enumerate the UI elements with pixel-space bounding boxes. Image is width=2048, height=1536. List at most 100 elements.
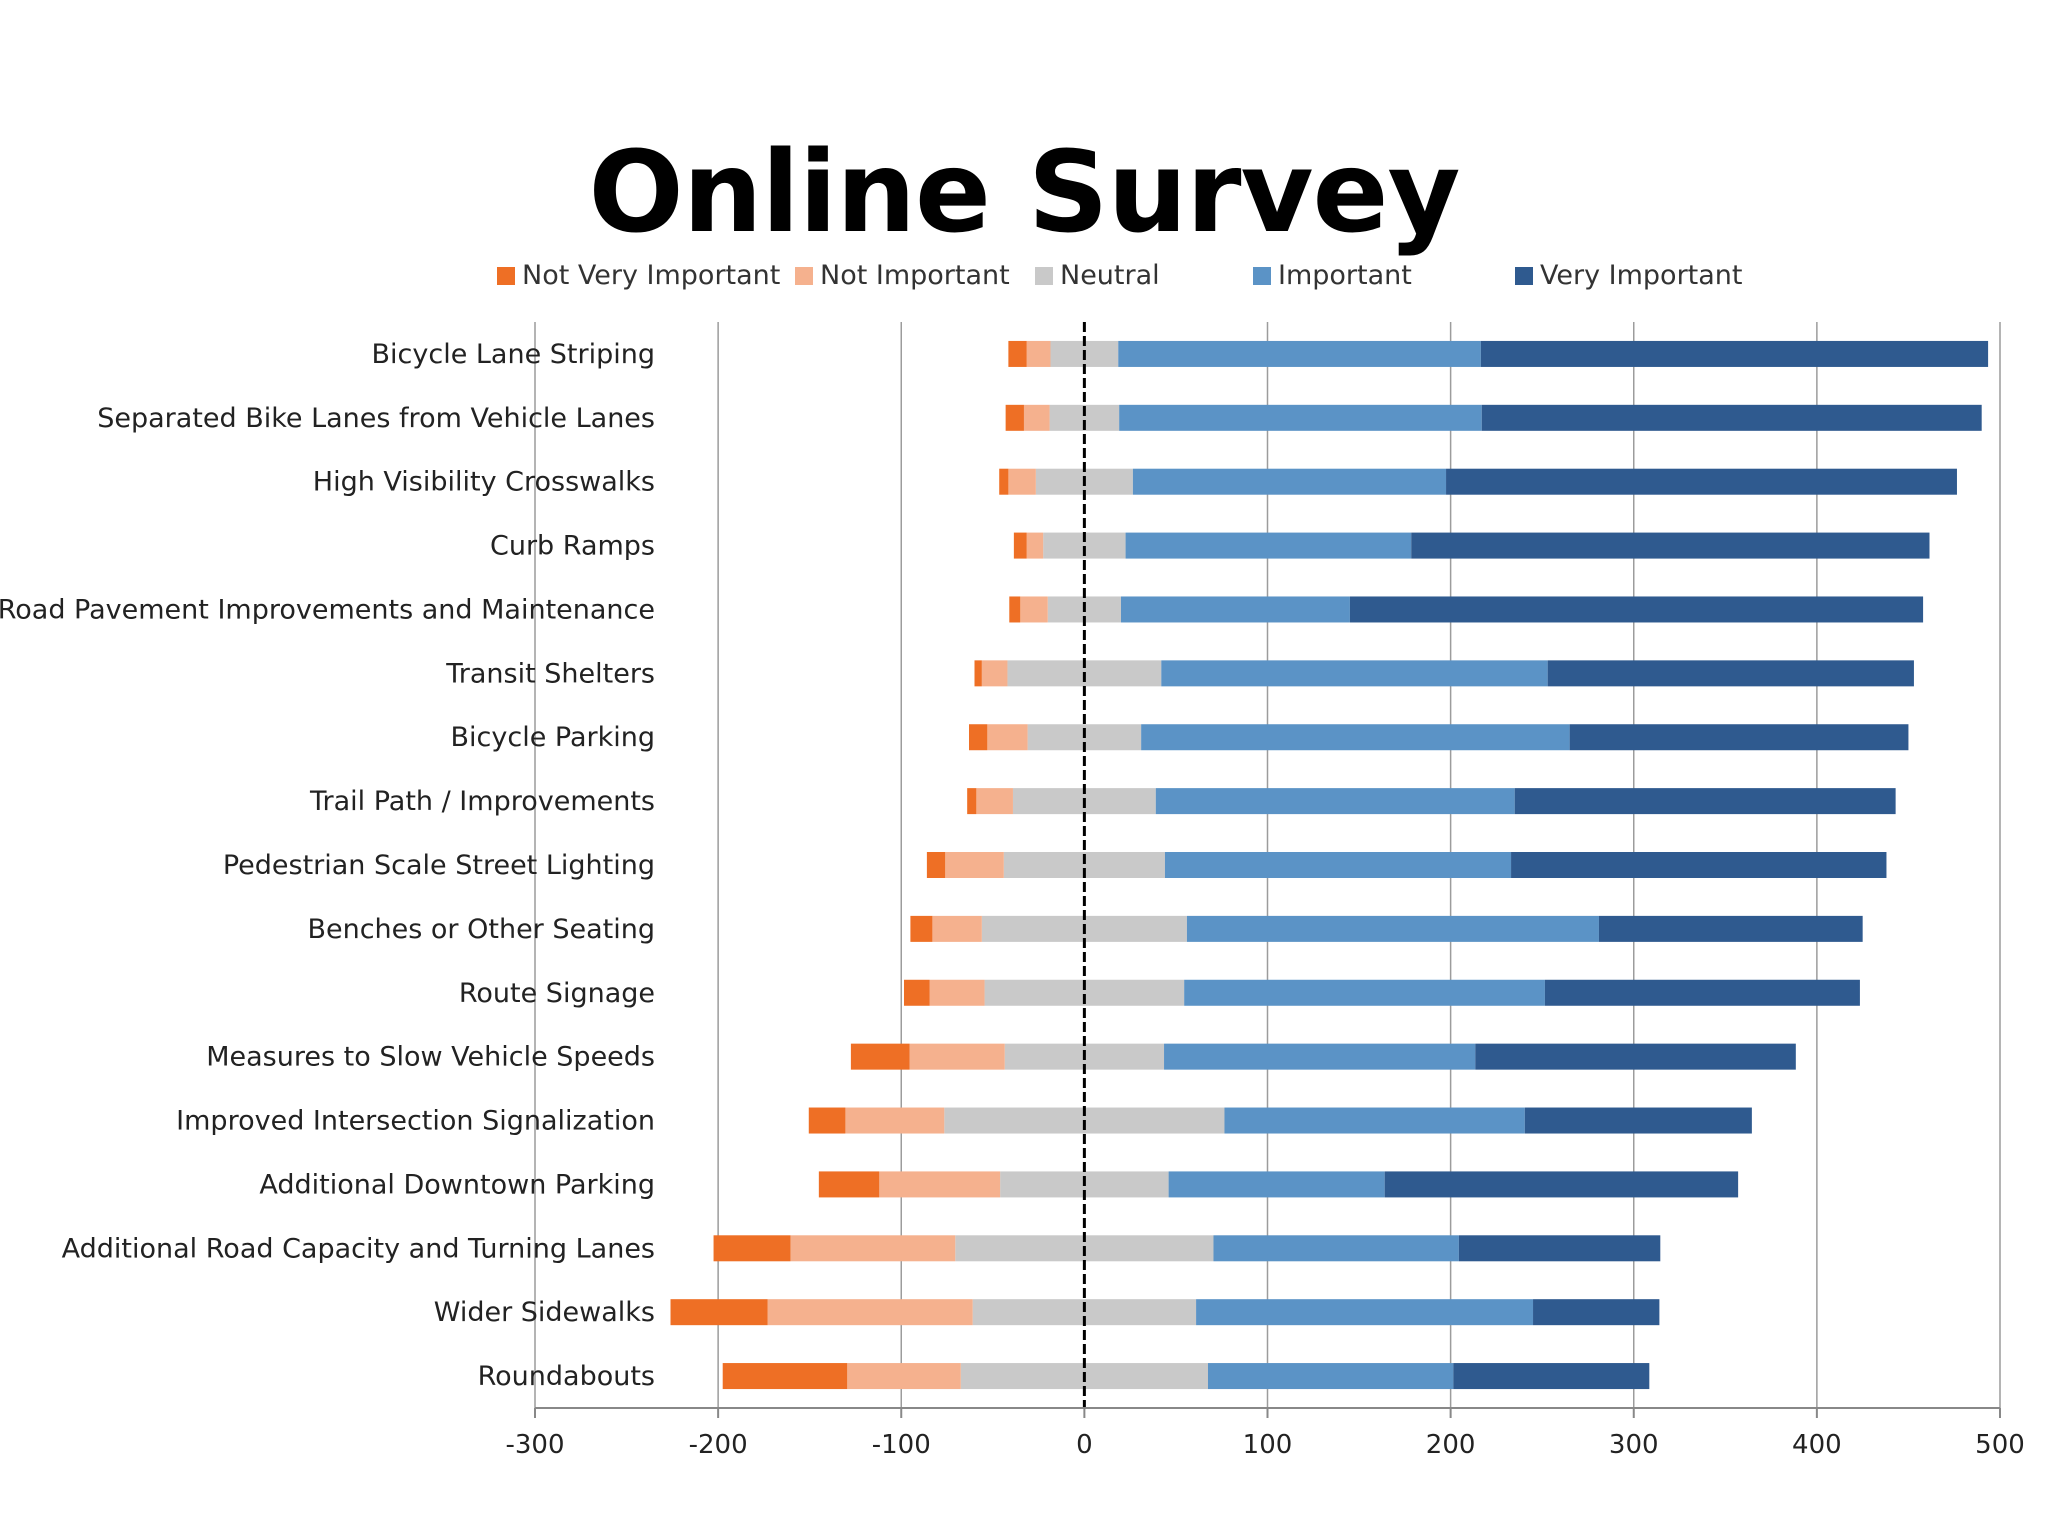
bar-not-very-important-trail-path-improvements (967, 788, 977, 815)
bar-not-very-important-transit-shelters (974, 660, 982, 687)
bar-important-benches-or-other-seating (1186, 915, 1599, 942)
bar-not-important-wider-sidewalks (767, 1299, 973, 1326)
bar-important-additional-road-capacity-and-turning-lanes (1213, 1235, 1459, 1262)
legend-swatch-neutral (1035, 267, 1053, 285)
bar-very-important-trail-path-improvements (1514, 788, 1896, 815)
category-label-curb-ramps: Curb Ramps (490, 531, 655, 562)
bar-not-important-curb-ramps (1026, 532, 1044, 559)
legend-label-neutral: Neutral (1060, 260, 1160, 291)
bar-important-pedestrian-scale-street-lighting (1164, 852, 1512, 878)
bar-not-very-important-route-signage (903, 979, 930, 1006)
bar-very-important-curb-ramps (1411, 532, 1930, 559)
bar-not-important-high-visibility-crosswalks (1008, 468, 1036, 495)
category-label-bicycle-parking: Bicycle Parking (451, 722, 656, 753)
bar-not-important-route-signage (929, 979, 985, 1006)
bar-very-important-bicycle-parking (1569, 724, 1909, 751)
bar-not-important-separated-bike-lanes-from-vehicle-lanes (1023, 404, 1050, 431)
x-tick-labels: -300 -200 -100 0 100 200 300 400 500 (505, 1430, 2024, 1460)
bar-important-transit-shelters (1161, 660, 1548, 687)
bar-not-very-important-measures-to-slow-vehicle-speeds (850, 1043, 910, 1070)
bar-important-curb-ramps (1125, 532, 1412, 559)
bar-not-very-important-additional-downtown-parking (818, 1171, 880, 1198)
bar-not-important-road-pavement-improvements-and-maintenance (1020, 596, 1048, 623)
bar-not-important-improved-intersection-signalization (845, 1107, 945, 1134)
bar-important-wider-sidewalks (1196, 1299, 1534, 1326)
legend-swatch-very-important (1515, 267, 1533, 285)
bar-not-very-important-bicycle-parking (969, 724, 988, 751)
bar-not-very-important-curb-ramps (1013, 532, 1027, 559)
x-tick-label: 0 (1076, 1430, 1093, 1460)
category-label-additional-downtown-parking: Additional Downtown Parking (259, 1169, 655, 1200)
bar-not-very-important-benches-or-other-seating (910, 915, 933, 942)
bar-not-important-roundabouts (847, 1363, 961, 1390)
legend-label-not-very-important: Not Very Important (522, 260, 780, 291)
bar-very-important-road-pavement-improvements-and-maintenance (1349, 596, 1924, 623)
bar-very-important-high-visibility-crosswalks (1446, 468, 1957, 495)
bar-important-route-signage (1184, 979, 1545, 1006)
bar-not-very-important-pedestrian-scale-street-lighting (926, 852, 946, 878)
bar-very-important-route-signage (1544, 979, 1860, 1006)
bar-important-improved-intersection-signalization (1224, 1107, 1525, 1134)
x-tick-label: -200 (689, 1430, 748, 1460)
bar-important-bicycle-parking (1141, 724, 1570, 751)
category-label-high-visibility-crosswalks: High Visibility Crosswalks (313, 467, 655, 498)
bar-important-high-visibility-crosswalks (1132, 468, 1447, 495)
legend-swatch-important (1253, 267, 1271, 285)
bar-not-very-important-additional-road-capacity-and-turning-lanes (713, 1235, 791, 1262)
category-label-road-pavement-improvements-and-maintenance: Road Pavement Improvements and Maintenan… (0, 594, 655, 625)
bar-not-important-pedestrian-scale-street-lighting (945, 852, 1004, 878)
bar-very-important-measures-to-slow-vehicle-speeds (1475, 1043, 1796, 1070)
bar-not-important-benches-or-other-seating (932, 915, 982, 942)
category-label-additional-road-capacity-and-turning-lanes: Additional Road Capacity and Turning Lan… (62, 1233, 655, 1264)
bar-not-important-bicycle-parking (987, 724, 1028, 751)
bar-important-trail-path-improvements (1155, 788, 1515, 815)
bar-important-additional-downtown-parking (1168, 1171, 1385, 1198)
bar-very-important-transit-shelters (1547, 660, 1914, 687)
bar-not-very-important-high-visibility-crosswalks (999, 468, 1009, 495)
x-tick-label: 500 (1975, 1430, 2025, 1460)
bar-important-measures-to-slow-vehicle-speeds (1164, 1043, 1476, 1070)
bar-not-important-bicycle-lane-striping (1026, 340, 1051, 367)
category-label-roundabouts: Roundabouts (478, 1361, 655, 1392)
bar-very-important-separated-bike-lanes-from-vehicle-lanes (1481, 404, 1982, 431)
bar-not-important-transit-shelters (981, 660, 1008, 687)
bar-very-important-additional-road-capacity-and-turning-lanes (1458, 1235, 1661, 1262)
bar-not-very-important-separated-bike-lanes-from-vehicle-lanes (1005, 404, 1024, 431)
bar-important-separated-bike-lanes-from-vehicle-lanes (1119, 404, 1482, 431)
category-label-wider-sidewalks: Wider Sidewalks (434, 1297, 655, 1328)
legend-label-important: Important (1278, 260, 1412, 291)
x-tick-label: -300 (505, 1430, 564, 1460)
bar-important-bicycle-lane-striping (1118, 340, 1481, 367)
bar-not-important-trail-path-improvements (976, 788, 1013, 815)
category-label-benches-or-other-seating: Benches or Other Seating (307, 914, 655, 945)
chart-bars (670, 340, 1989, 1390)
bar-not-important-measures-to-slow-vehicle-speeds (909, 1043, 1005, 1070)
x-tick-label: -100 (872, 1430, 931, 1460)
legend-label-very-important: Very Important (1540, 260, 1743, 291)
bar-not-important-additional-downtown-parking (879, 1171, 1001, 1198)
bar-not-very-important-wider-sidewalks (670, 1299, 768, 1326)
category-label-transit-shelters: Transit Shelters (445, 658, 655, 689)
category-labels: Bicycle Lane Striping Separated Bike Lane… (0, 339, 655, 1392)
category-label-separated-bike-lanes-from-vehicle-lanes: Separated Bike Lanes from Vehicle Lanes (97, 403, 655, 434)
bar-important-roundabouts (1207, 1363, 1454, 1390)
page-title: Online Survey (588, 128, 1460, 258)
category-label-trail-path-improvements: Trail Path / Improvements (309, 786, 655, 817)
x-tick-label: 200 (1426, 1430, 1476, 1460)
category-label-improved-intersection-signalization: Improved Intersection Signalization (176, 1106, 655, 1137)
bar-important-road-pavement-improvements-and-maintenance (1121, 596, 1350, 623)
chart-legend: Not Very Important Not Important Neutral Im… (497, 260, 1743, 291)
bar-not-very-important-roundabouts (722, 1363, 848, 1390)
bar-not-important-additional-road-capacity-and-turning-lanes (790, 1235, 956, 1262)
category-label-route-signage: Route Signage (459, 978, 655, 1009)
bar-very-important-roundabouts (1453, 1363, 1650, 1390)
bar-not-very-important-bicycle-lane-striping (1008, 340, 1027, 367)
legend-label-not-important: Not Important (820, 260, 1010, 291)
bar-very-important-bicycle-lane-striping (1480, 340, 1989, 367)
bar-very-important-wider-sidewalks (1533, 1299, 1660, 1326)
category-label-pedestrian-scale-street-lighting: Pedestrian Scale Street Lighting (223, 850, 655, 881)
x-tick-label: 100 (1243, 1430, 1293, 1460)
category-label-bicycle-lane-striping: Bicycle Lane Striping (372, 339, 656, 370)
x-tick-label: 300 (1609, 1430, 1659, 1460)
